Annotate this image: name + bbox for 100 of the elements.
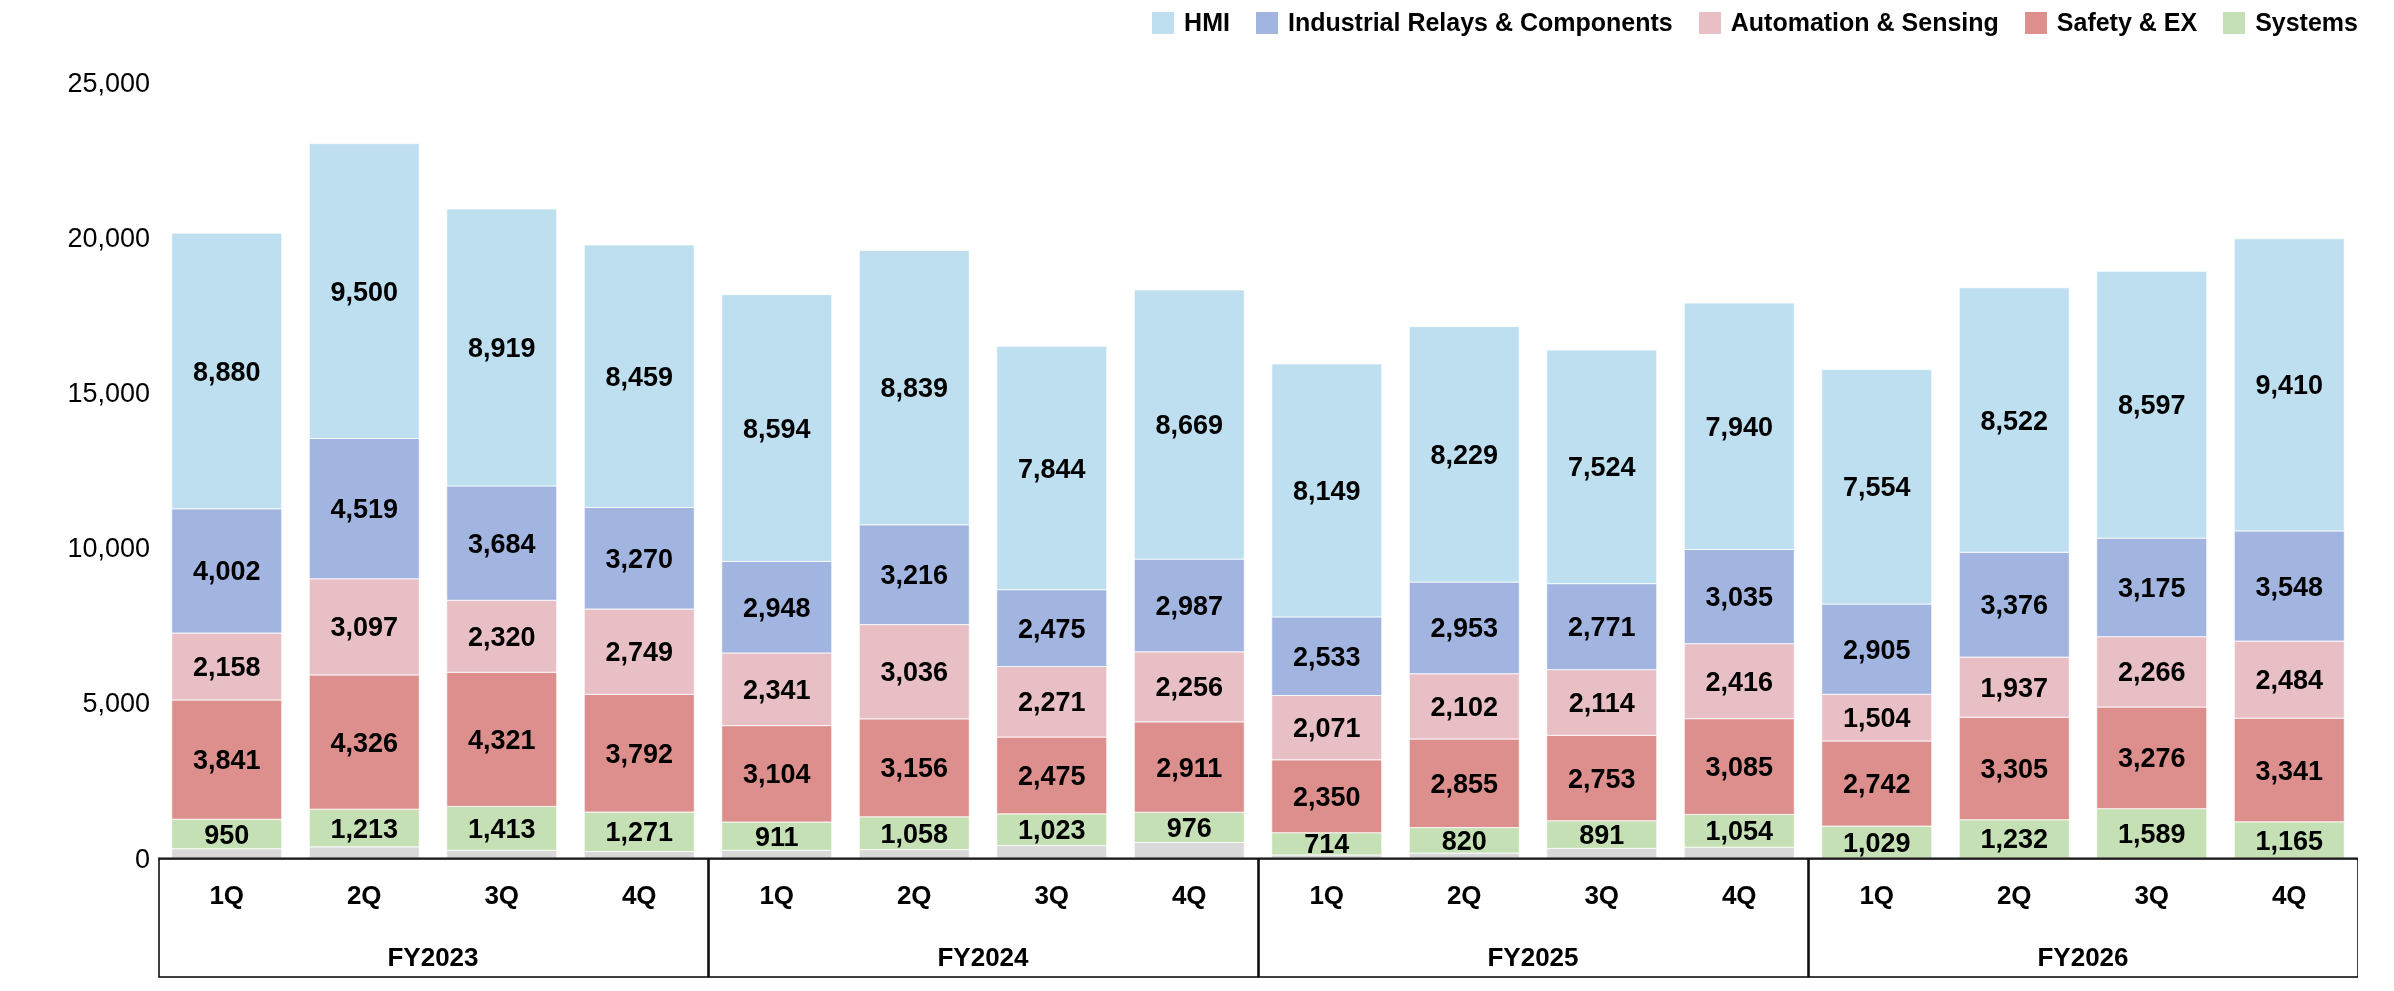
data-label: 2,911 [1156, 752, 1223, 783]
legend-label: Industrial Relays & Components [1286, 8, 1673, 37]
data-label: 8,594 [742, 413, 811, 444]
text: FY2023 [387, 942, 479, 972]
data-label: 911 [754, 821, 799, 852]
data-label: 8,880 [192, 356, 261, 387]
data-label: 1,413 [467, 813, 536, 844]
data-label: 2,749 [605, 637, 674, 668]
data-label: 2,753 [1567, 763, 1636, 794]
x-tick-label: 3Q [1034, 880, 1070, 910]
data-label: 2,102 [1430, 691, 1499, 722]
data-label: 2,266 [2117, 657, 2186, 688]
x-tick-label: 2Q [346, 880, 382, 910]
y-tick-label: 5,000 [82, 688, 150, 719]
data-label: 714 [1304, 829, 1350, 860]
data-label: 9,500 [330, 276, 399, 307]
data-label: 976 [1166, 812, 1212, 843]
x-tick-label: 2Q [896, 880, 932, 910]
data-label: 2,953 [1430, 613, 1499, 644]
text: FY2024 [937, 942, 1030, 972]
x-tick-label: 1Q [759, 880, 795, 910]
data-label: 1,054 [1705, 816, 1774, 847]
data-label: 1,029 [1842, 827, 1911, 858]
x-tick-label: 4Q [1721, 880, 1757, 910]
x-tick-label: 2Q [1446, 880, 1482, 910]
text: FY2025 [1487, 942, 1579, 972]
data-label: 3,085 [1705, 752, 1774, 783]
data-label: 1,232 [1980, 824, 2049, 855]
data-label: 2,158 [192, 652, 261, 683]
data-label: 2,271 [1017, 687, 1086, 718]
data-label: 1,023 [1017, 815, 1086, 846]
data-label: 2,071 [1292, 713, 1361, 744]
data-label: 9,410 [2255, 370, 2324, 401]
x-tick-label: 3Q [1584, 880, 1620, 910]
legend-label: HMI [1183, 8, 1230, 37]
data-label: 8,597 [2117, 390, 2186, 421]
data-label: 1,937 [1980, 672, 2049, 703]
data-label: 8,522 [1980, 405, 2049, 436]
data-label: 8,459 [605, 361, 674, 392]
data-label: 3,270 [605, 543, 674, 574]
legend-label: Automation & Sensing [1729, 8, 1999, 37]
data-label: 2,742 [1842, 769, 1911, 800]
data-label: 4,326 [330, 727, 399, 758]
data-label: 7,940 [1705, 411, 1774, 442]
data-label: 2,533 [1292, 641, 1361, 672]
data-label: 8,149 [1292, 475, 1361, 506]
data-label: 1,213 [330, 813, 399, 844]
x-tick-label: 2Q [1996, 880, 2032, 910]
data-label: 4,519 [330, 494, 399, 525]
data-label: 3,156 [880, 753, 949, 784]
legend-label: Systems [2254, 8, 2358, 37]
data-label: 2,475 [1017, 613, 1086, 644]
data-label: 7,524 [1567, 452, 1636, 483]
data-label: 2,475 [1017, 761, 1086, 791]
data-label: 2,484 [2255, 665, 2324, 696]
data-label: 2,416 [1705, 666, 1774, 697]
data-label: 7,554 [1842, 472, 1911, 503]
data-label: 3,841 [192, 745, 261, 776]
y-tick-label: 20,000 [67, 222, 150, 253]
data-label: 7,844 [1017, 453, 1086, 484]
data-label: 3,216 [880, 560, 949, 591]
data-label: 3,684 [467, 528, 536, 559]
data-label: 2,948 [742, 592, 811, 623]
data-label: 3,276 [2117, 743, 2186, 774]
data-label: 1,589 [2117, 818, 2186, 849]
data-label: 2,256 [1155, 672, 1224, 703]
data-label: 3,376 [1980, 590, 2049, 621]
data-label: 820 [1441, 825, 1487, 856]
x-tick-label: 1Q [1859, 880, 1895, 910]
data-label: 8,669 [1155, 410, 1224, 441]
data-label: 2,855 [1430, 768, 1499, 799]
legend-label: Safety & EX [2055, 8, 2198, 37]
data-label: 2,771 [1567, 612, 1636, 643]
y-tick-label: 15,000 [67, 377, 150, 408]
data-label: 8,839 [880, 373, 949, 404]
data-label: 2,905 [1842, 634, 1911, 665]
y-tick-label: 10,000 [67, 533, 150, 564]
data-label: 3,104 [742, 759, 811, 790]
x-tick-label: 1Q [209, 880, 245, 910]
y-tick-label: 25,000 [67, 67, 150, 98]
x-tick-label: 4Q [621, 880, 657, 910]
x-tick-label: 1Q [1309, 880, 1345, 910]
data-label: 1,271 [605, 817, 674, 848]
data-label: 3,341 [2255, 755, 2324, 786]
data-label: 2,987 [1155, 591, 1224, 622]
x-tick-label: 4Q [2271, 880, 2307, 910]
data-label: 3,548 [2255, 571, 2324, 602]
data-label: 3,175 [2117, 572, 2186, 603]
data-label: 1,165 [2255, 825, 2324, 856]
data-label: 3,305 [1980, 754, 2049, 785]
data-label: 2,114 [1568, 688, 1635, 719]
data-label: 3,097 [330, 612, 399, 643]
data-label: 3,792 [605, 738, 674, 769]
data-label: 950 [204, 819, 250, 850]
data-label: 1,504 [1842, 703, 1911, 734]
data-label: 3,036 [880, 657, 949, 688]
data-label: 1,058 [880, 818, 949, 849]
x-tick-label: 4Q [1171, 880, 1207, 910]
y-tick-label: 0 [134, 843, 150, 874]
data-label: 2,350 [1292, 781, 1361, 812]
